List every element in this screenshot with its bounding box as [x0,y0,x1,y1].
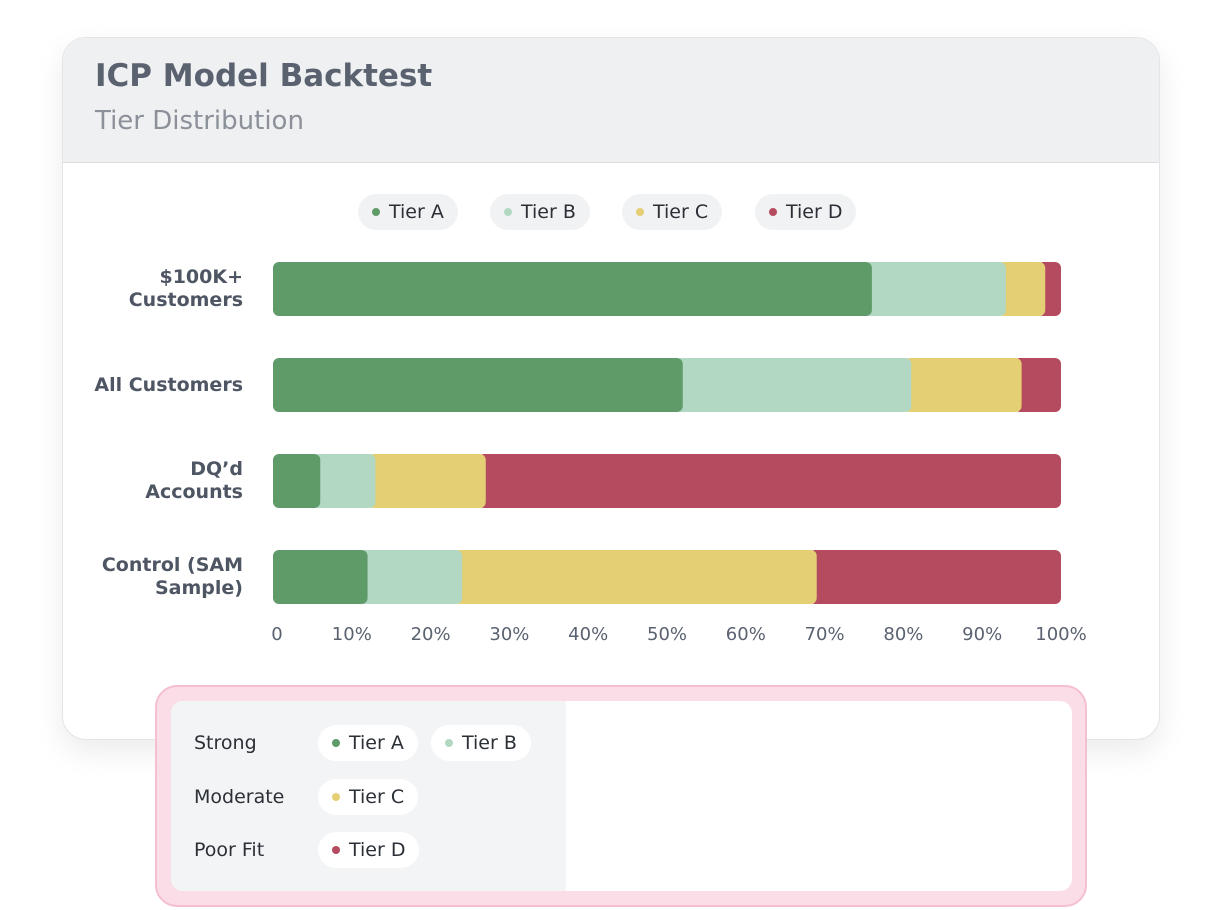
x-tick-label: 50% [646,624,688,645]
y-tick-label: $100K+ Customers [128,266,243,311]
bar-segment [997,262,1046,316]
legend-label: Tier D [786,201,843,223]
x-tick-label: 20% [410,624,451,645]
bar-segment [367,454,486,508]
x-tick-label: 100% [1035,624,1087,645]
bar-segment [273,454,321,508]
legend-dot [445,739,453,747]
legend-dot [769,208,777,216]
bar-segment [273,358,683,412]
legend-dot [332,739,340,747]
x-tick-label: 40% [568,624,609,645]
bar-segment [808,550,1061,604]
x-tick-label: 60% [725,624,766,645]
legend-label: Tier B [462,732,517,754]
key-label: Strong [194,732,257,754]
key-pill: Tier D [318,832,420,868]
x-tick-label: 30% [489,624,530,645]
bar-segment [273,262,872,316]
x-tick-label: 10% [331,624,372,645]
key-box: Strong Tier A Tier B Moderate Tier C Poor Fit… [171,701,1072,891]
legend-label: Tier D [349,839,406,861]
key-pill: Tier C [318,778,419,815]
legend-item: Tier C [622,194,723,230]
bar-segment [903,358,1022,412]
legend-label: Tier B [521,201,576,223]
legend-label: Tier C [349,785,405,808]
bar-segment [863,262,1006,316]
legend-item: Tier A [358,194,458,230]
legend-dot [332,792,340,801]
bar-segment [1013,358,1061,412]
key-pill: Tier A [318,725,418,761]
bar-segment [477,454,1061,508]
legend-label: Tier A [349,732,404,754]
key-legend: Strong Tier A Tier B Moderate Tier C Poor Fit… [171,701,566,891]
bar-segment [312,454,376,508]
subtitle: Tier Distribution [95,106,304,136]
legend-dot [372,208,380,216]
legend-label: Tier C [653,201,709,223]
y-tick-label: Control (SAM Sample) [101,554,243,599]
y-tick-label: DQ’d Accounts [145,458,243,503]
bar-segment [359,550,463,604]
bar-segment [273,550,368,604]
x-tick-label: 0 [271,624,283,645]
bar-segment [674,358,912,412]
key-pill: Tier B [431,725,531,761]
bar-segment [454,550,817,604]
y-tick-label: All Customers [94,373,243,396]
legend-item: Tier D [755,194,857,230]
legend-dot [636,208,644,216]
legend-dot [504,208,512,216]
legend-label: Tier A [389,201,444,223]
key-label: Moderate [194,785,285,808]
legend-dot [332,846,340,854]
card-header: ICP Model Backtest Tier Distribution [63,38,1159,163]
x-tick-label: 70% [804,624,845,645]
key-label: Poor Fit [194,839,265,861]
legend-item: Tier B [490,194,590,230]
x-tick-label: 80% [883,624,924,645]
title: ICP Model Backtest [95,58,433,94]
x-tick-label: 90% [962,624,1003,645]
